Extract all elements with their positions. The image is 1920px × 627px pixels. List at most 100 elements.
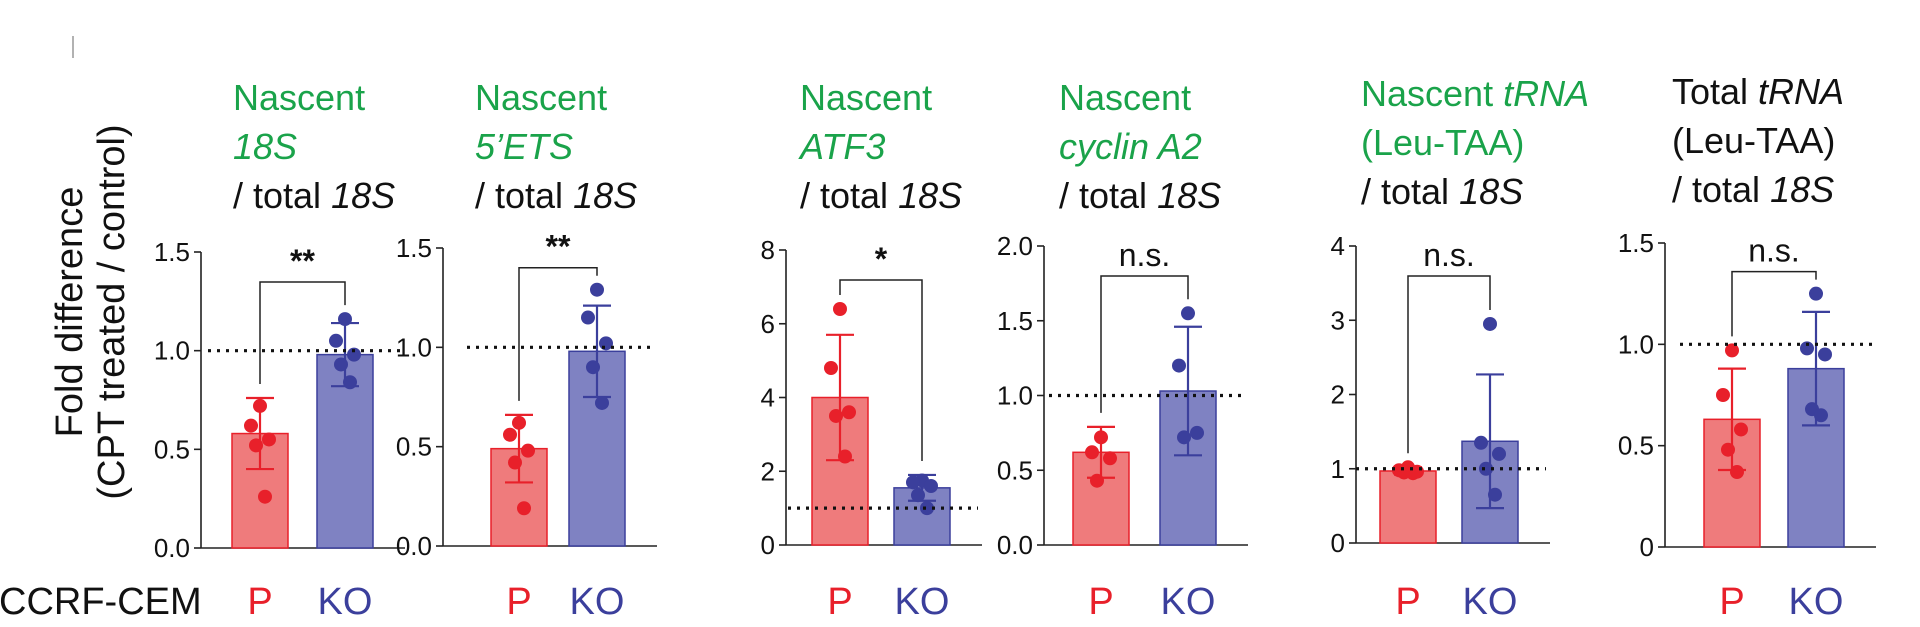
panel-1: Nascent 18S / total 18S 0.0 0.5 1.0 1.5 P KO ** — [154, 77, 405, 623]
y-tick-label: 4 — [1331, 231, 1345, 261]
data-point — [1090, 473, 1104, 488]
data-point — [1818, 347, 1832, 362]
x-category-ko: KO — [1161, 581, 1216, 623]
data-point — [521, 443, 535, 458]
x-category-p: P — [1395, 581, 1420, 623]
significance-label: * — [875, 241, 888, 277]
data-point — [338, 312, 352, 327]
panel-title-line: Nascent — [475, 77, 607, 118]
significance-bracket — [518, 266, 598, 401]
y-tick-label: 1.5 — [396, 233, 432, 263]
y-tick-label: 1.0 — [154, 336, 190, 366]
data-point — [838, 449, 852, 464]
data-point — [1488, 487, 1502, 502]
data-point — [503, 427, 517, 442]
y-tick-label: 1.5 — [997, 306, 1033, 336]
y-tick-label: 0 — [1640, 532, 1654, 562]
significance-label: ** — [290, 243, 315, 279]
x-category-ko: KO — [895, 581, 950, 623]
panel-title-line: Nascent — [233, 77, 365, 118]
data-point — [581, 310, 595, 325]
y-tick-label: 3 — [1331, 305, 1345, 335]
x-category-ko: KO — [570, 581, 625, 623]
data-point — [1800, 341, 1814, 356]
significance-bracket — [1100, 275, 1189, 413]
y-tick-label: 1.5 — [1618, 228, 1654, 258]
y-axis-label-line2: (CPT treated / control) — [91, 124, 133, 499]
data-point — [1094, 430, 1108, 445]
x-category-ko: KO — [318, 581, 373, 623]
panel-title-line: / total 18S — [233, 175, 395, 216]
data-point — [911, 488, 925, 503]
y-tick-label: 0.0 — [396, 531, 432, 561]
significance-label: n.s. — [1119, 237, 1171, 273]
y-tick-label: 1.0 — [396, 332, 432, 362]
data-point — [1172, 358, 1186, 373]
significance-label: ** — [546, 229, 571, 265]
data-point — [517, 501, 531, 516]
data-point — [512, 415, 526, 430]
data-point — [824, 361, 838, 375]
x-category-p: P — [506, 581, 531, 623]
data-point — [249, 438, 263, 453]
panels: Nascent 18S / total 18S 0.0 0.5 1.0 1.5 P KO ** Na… — [154, 71, 1876, 623]
panel-title-line: Nascent — [800, 77, 932, 118]
x-category-p: P — [1088, 581, 1113, 623]
data-point — [833, 302, 847, 316]
y-tick-label: 1 — [1331, 454, 1345, 484]
data-point — [1406, 466, 1420, 481]
panel-title-line: ATF3 — [798, 126, 885, 167]
x-category-p: P — [247, 581, 272, 623]
data-point — [1474, 435, 1488, 450]
data-point — [1492, 446, 1506, 461]
data-point — [586, 360, 600, 375]
significance-label: n.s. — [1423, 237, 1475, 273]
data-point — [829, 408, 843, 423]
significance-label: n.s. — [1748, 233, 1800, 269]
data-point — [1177, 430, 1191, 445]
data-point — [1725, 343, 1739, 358]
row-label: CCRF-CEM — [0, 581, 202, 623]
y-tick-label: 0.5 — [396, 432, 432, 462]
panel-3: Nascent ATF3 / total 18S 0 2 4 6 8 P KO * — [761, 77, 982, 623]
data-point — [1734, 422, 1748, 437]
panel-title-line: cyclin A2 — [1059, 126, 1202, 167]
x-category-p: P — [1719, 581, 1744, 623]
data-point — [244, 418, 258, 433]
y-tick-label: 1.0 — [1618, 329, 1654, 359]
data-point — [599, 336, 613, 351]
y-tick-label: 0.5 — [997, 455, 1033, 485]
panel-title-line: 18S — [233, 126, 297, 167]
data-point — [343, 375, 357, 390]
y-tick-label: 0.0 — [997, 530, 1033, 560]
panel-2: Nascent 5’ETS / total 18S 0.0 0.5 1.0 1.5 P KO ** — [396, 77, 657, 623]
y-tick-label: 0.5 — [1618, 431, 1654, 461]
panel-title-line: (Leu-TAA) — [1672, 120, 1835, 161]
panel-4: Nascent cyclin A2 / total 18S 0.0 0.5 1.0 1.5 2… — [997, 77, 1248, 623]
bar-p — [1379, 470, 1437, 544]
data-point — [1483, 316, 1497, 331]
panel-title-line: (Leu-TAA) — [1361, 122, 1524, 163]
data-point — [1479, 461, 1493, 476]
significance-bracket — [839, 279, 923, 461]
panel-title-line: / total 18S — [1361, 171, 1523, 212]
data-point — [258, 489, 272, 504]
data-point — [329, 333, 343, 348]
y-tick-label: 2 — [761, 456, 775, 486]
data-point — [1814, 408, 1828, 423]
x-category-ko: KO — [1463, 581, 1518, 623]
y-tick-label: 4 — [761, 383, 775, 413]
y-tick-label: 6 — [761, 309, 775, 339]
data-point — [1716, 388, 1730, 402]
panel-title-line: Nascent tRNA — [1361, 73, 1589, 114]
y-tick-label: 8 — [761, 235, 775, 265]
panel-title-line: / total 18S — [1059, 175, 1221, 216]
panel-6: Total tRNA (Leu-TAA) / total 18S 0 0.5 1.0 1.5… — [1618, 71, 1876, 623]
data-point — [1809, 286, 1823, 301]
y-tick-label: 0.0 — [154, 533, 190, 563]
data-point — [1181, 306, 1195, 321]
data-point — [1190, 425, 1204, 440]
data-point — [347, 347, 361, 362]
data-point — [253, 398, 267, 413]
panel-title-line: Nascent — [1059, 77, 1191, 118]
